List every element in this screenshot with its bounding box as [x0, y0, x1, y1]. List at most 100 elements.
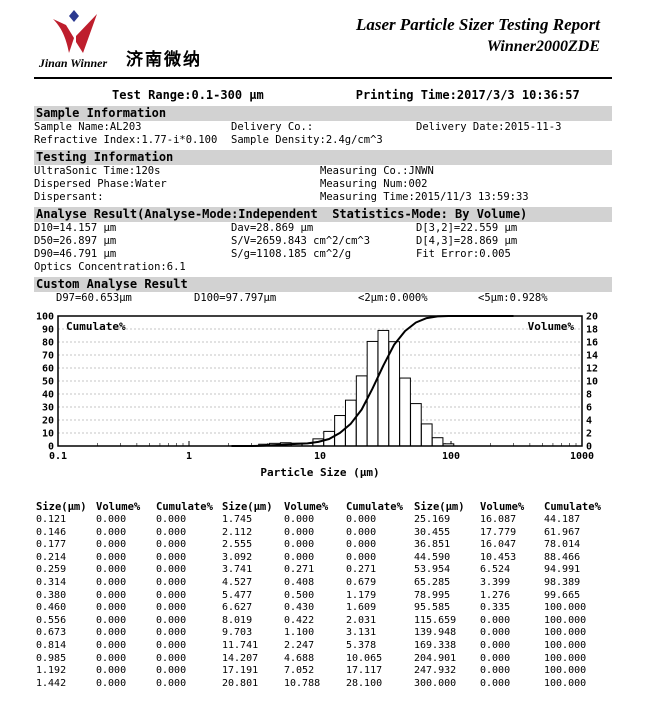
col-header-volume-1: Volume%	[96, 501, 141, 513]
sample-name: Sample Name:AL203	[34, 121, 142, 133]
cumulate-cell: 0.000	[156, 526, 187, 538]
volume-cell: 0.000	[96, 589, 127, 601]
cumulate-cell: 94.991	[544, 564, 581, 576]
col-header-cumulate-2: Cumulate%	[346, 501, 403, 513]
volume-cell: 0.000	[96, 576, 127, 588]
histogram-bar	[399, 377, 411, 447]
cumulate-cell: 0.000	[156, 627, 187, 639]
cumulate-cell: 100.000	[544, 614, 587, 626]
cumulate-cell: 0.000	[346, 514, 377, 525]
delivery-date: Delivery Date:2015-11-3	[416, 121, 562, 133]
col-header-volume-3: Volume%	[480, 501, 525, 513]
volume-cell: 2.247	[284, 639, 315, 651]
size-cell: 44.590	[414, 551, 451, 563]
testing-info-row: Dispersant: Measuring Time:2015/11/3 13:…	[34, 191, 612, 204]
cumulate-cell: 5.378	[346, 639, 377, 651]
cumulate-cell: 100.000	[544, 665, 587, 677]
analyse-result-title: Analyse Result(Analyse-Mode:Independent …	[34, 207, 612, 222]
x-axis-tick-label: 100	[442, 451, 460, 462]
table-row: 0.214 0.000 0.000 3.092 0.000 0.000 44.590 10.4…	[36, 552, 646, 565]
histogram-bar	[431, 437, 444, 447]
analyse-result-row: D90=46.791 μm S/g=1108.185 cm^2/g Fit Er…	[34, 248, 612, 261]
size-cell: 300.000	[414, 677, 457, 689]
plot-border	[57, 315, 583, 447]
volume-cell: 7.052	[284, 665, 315, 677]
volume-cell: 0.000	[96, 514, 127, 525]
size-distribution-table: Size(μm) Volume% Cumulate% Size(μm) Volu…	[36, 500, 646, 690]
optics-concentration: Optics Concentration:6.1	[34, 261, 186, 273]
cumulate-cell: 0.271	[346, 564, 377, 576]
dav-value: Dav=28.869 μm	[231, 222, 314, 234]
report-title-block: Laser Particle Sizer Testing Report Winn…	[356, 8, 612, 71]
table-row: 1.192 0.000 0.000 17.191 7.052 17.117 247.932 0…	[36, 665, 646, 678]
table-row: 0.814 0.000 0.000 11.741 2.247 5.378 169.338 0.…	[36, 640, 646, 653]
left-axis-tick-label: 30	[42, 403, 54, 414]
delivery-co: Delivery Co.:	[231, 121, 314, 133]
left-axis-tick-label: 0	[48, 442, 54, 453]
table-row: 0.460 0.000 0.000 6.627 0.430 1.609 95.585 0.33…	[36, 602, 646, 615]
volume-cell: 0.000	[480, 639, 511, 651]
measuring-time: Measuring Time:2015/11/3 13:59:33	[320, 191, 529, 203]
size-cell: 0.673	[36, 627, 67, 639]
volume-cell: 0.000	[284, 526, 315, 538]
left-axis-title: Cumulate%	[66, 320, 126, 333]
size-cell: 4.527	[222, 576, 253, 588]
volume-cell: 0.500	[284, 589, 315, 601]
volume-cell: 0.000	[480, 627, 511, 639]
right-axis-tick-label: 8	[586, 390, 592, 401]
volume-cell: 6.524	[480, 564, 511, 576]
size-cell: 36.851	[414, 539, 451, 551]
size-cell: 0.214	[36, 551, 67, 563]
volume-cell: 0.000	[96, 677, 127, 689]
histogram-bar	[388, 341, 401, 447]
cumulate-cell: 28.100	[346, 677, 383, 689]
size-cell: 1.745	[222, 514, 253, 525]
x-axis-tick-label: 1000	[570, 451, 594, 462]
cumulate-cell: 44.187	[544, 514, 581, 525]
logo-block: Jinan Winner 济南微纳	[34, 9, 202, 71]
left-axis-tick-label: 80	[42, 338, 54, 349]
right-axis-tick-label: 14	[586, 351, 598, 362]
x-axis-tick-label: 1	[186, 451, 192, 462]
d32-value: D[3,2]=22.559 μm	[416, 222, 518, 234]
right-axis-title: Volume%	[528, 320, 575, 333]
histogram-bar	[420, 423, 433, 447]
cumulate-cell: 0.000	[156, 665, 187, 677]
size-cell: 78.995	[414, 589, 451, 601]
table-row: 0.121 0.000 0.000 1.745 0.000 0.000 25.169 16.0…	[36, 514, 646, 527]
volume-cell: 17.779	[480, 526, 517, 538]
sample-density: Sample Density:2.4g/cm^3	[231, 134, 383, 146]
custom-analyse-result-title: Custom Analyse Result	[34, 277, 612, 292]
volume-cell: 4.688	[284, 652, 315, 664]
analyse-result-section: Analyse Result(Analyse-Mode:Independent …	[34, 207, 612, 274]
printing-time: Printing Time:2017/3/3 10:36:57	[355, 88, 580, 102]
cumulate-cell: 0.000	[156, 652, 187, 664]
size-cell: 53.954	[414, 564, 451, 576]
table-row: 0.177 0.000 0.000 2.555 0.000 0.000 36.851 16.0…	[36, 539, 646, 552]
col-header-size-3: Size(μm)	[414, 501, 465, 513]
size-cell: 65.285	[414, 576, 451, 588]
cumulate-cell: 100.000	[544, 627, 587, 639]
info-bar: Test Range:0.1-300 μm Printing Time:2017…	[34, 88, 612, 102]
size-cell: 95.585	[414, 602, 451, 614]
report-header: Jinan Winner 济南微纳 Laser Particle Sizer T…	[34, 6, 612, 79]
d97-value: D97=60.653μm	[56, 292, 132, 304]
under-5um-value: <5μm:0.928%	[478, 292, 548, 304]
left-axis-tick-label: 50	[42, 377, 54, 388]
sample-info-row: Refractive Index:1.77-i*0.100 Sample Den…	[34, 134, 612, 147]
size-cell: 0.460	[36, 602, 67, 614]
size-cell: 14.207	[222, 652, 259, 664]
cumulate-cell: 100.000	[544, 652, 587, 664]
x-axis-title: Particle Size (μm)	[260, 466, 379, 479]
size-cell: 11.741	[222, 639, 259, 651]
volume-cell: 0.408	[284, 576, 315, 588]
refractive-index: Refractive Index:1.77-i*0.100	[34, 134, 218, 146]
table-header-row: Size(μm) Volume% Cumulate% Size(μm) Volu…	[36, 500, 646, 514]
cumulate-cell: 0.000	[156, 564, 187, 576]
cumulate-cell: 0.000	[156, 551, 187, 563]
volume-cell: 16.087	[480, 514, 517, 525]
volume-cell: 0.000	[96, 551, 127, 563]
sample-info-row: Sample Name:AL203 Delivery Co.: Delivery…	[34, 121, 612, 134]
table-row: 0.985 0.000 0.000 14.207 4.688 10.065 204.901 0…	[36, 653, 646, 666]
testing-info-row: Dispersed Phase:Water Measuring Num:002	[34, 178, 612, 191]
